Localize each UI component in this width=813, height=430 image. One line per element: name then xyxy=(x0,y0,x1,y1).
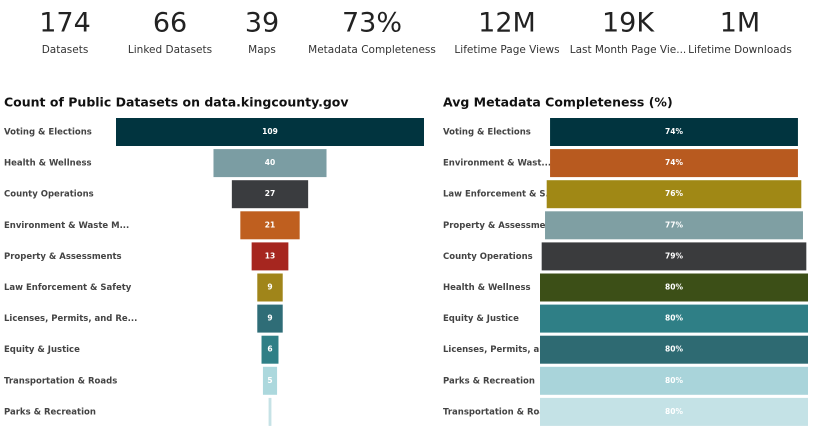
value-label: 80% xyxy=(665,345,683,354)
kpi-value: 174 xyxy=(39,8,91,39)
funnel-bar xyxy=(257,304,283,333)
kpi-label: Metadata Completeness xyxy=(308,44,436,56)
value-label: 74% xyxy=(665,158,683,167)
kpi-value: 12M xyxy=(478,8,536,39)
value-label: 80% xyxy=(665,314,683,323)
value-label: 27 xyxy=(265,189,275,198)
value-label: 6 xyxy=(267,345,272,354)
value-label: 74% xyxy=(665,127,683,136)
funnel-bar xyxy=(541,242,807,271)
funnel-bar xyxy=(546,180,802,209)
kpi-label: Lifetime Downloads xyxy=(688,44,792,56)
category-label: Property & Assessments xyxy=(4,252,122,262)
category-label: Property & Assessme... xyxy=(443,221,555,231)
funnel-bar xyxy=(262,366,278,395)
value-label: 80% xyxy=(665,376,683,385)
value-label: 76% xyxy=(665,189,683,198)
kpi-value: 19K xyxy=(602,8,655,39)
category-label: Transportation & Roa... xyxy=(443,407,555,417)
funnel-bar xyxy=(540,335,808,364)
value-label: 79% xyxy=(665,251,683,260)
kpi-label: Lifetime Page Views xyxy=(454,44,559,56)
value-label: 9 xyxy=(267,283,272,292)
value-label: 40 xyxy=(265,158,275,167)
funnel-bar xyxy=(540,397,808,426)
kpi-label: Linked Datasets xyxy=(128,44,212,56)
category-label: County Operations xyxy=(443,252,533,262)
funnel-bar xyxy=(257,273,283,302)
value-label: 13 xyxy=(265,251,275,260)
kpi-label: Datasets xyxy=(42,44,89,56)
kpi-label: Last Month Page Vie... xyxy=(570,44,687,56)
funnel-bar xyxy=(251,242,289,271)
kpi-label: Maps xyxy=(248,44,276,56)
value-label: 1 xyxy=(277,407,282,416)
value-label: 109 xyxy=(262,127,278,136)
category-label: Voting & Elections xyxy=(4,128,92,138)
value-label: 9 xyxy=(267,314,272,323)
category-label: Licenses, Permits, and Re... xyxy=(4,314,137,324)
category-label: Equity & Justice xyxy=(443,314,519,324)
funnel-bar xyxy=(545,211,803,240)
kpi-value: 39 xyxy=(245,8,279,39)
funnel-bar xyxy=(261,335,279,364)
funnel-bar xyxy=(550,118,798,146)
funnel-bar xyxy=(268,397,272,426)
value-label: 5 xyxy=(267,376,272,385)
category-label: Transportation & Roads xyxy=(4,376,117,386)
kpi-value: 73% xyxy=(342,8,402,39)
value-label: 80% xyxy=(665,283,683,292)
funnel-bar xyxy=(213,149,327,178)
kpi-value: 1M xyxy=(720,8,760,39)
funnel-bar xyxy=(231,180,309,209)
funnel-bar xyxy=(540,273,808,302)
category-label: Law Enforcement & Safety xyxy=(4,283,132,293)
kpi-value: 66 xyxy=(153,8,187,39)
category-label: Law Enforcement & S... xyxy=(443,190,555,200)
funnel-bar xyxy=(550,149,798,178)
category-label: Parks & Recreation xyxy=(443,376,535,386)
value-label: 21 xyxy=(265,220,275,229)
chart-title: Avg Metadata Completeness (%) xyxy=(443,95,673,110)
funnel-bar xyxy=(240,211,300,240)
category-label: Health & Wellness xyxy=(443,283,531,293)
category-label: Parks & Recreation xyxy=(4,407,96,417)
category-label: Environment & Waste M... xyxy=(4,221,129,231)
chart-title: Count of Public Datasets on data.kingcou… xyxy=(4,95,349,110)
category-label: Health & Wellness xyxy=(4,159,92,169)
value-label: 77% xyxy=(665,220,683,229)
category-label: Voting & Elections xyxy=(443,128,531,138)
category-label: Licenses, Permits, and... xyxy=(443,345,561,355)
funnel-bar xyxy=(116,118,424,146)
category-label: County Operations xyxy=(4,190,94,200)
category-label: Equity & Justice xyxy=(4,345,80,355)
funnel-bar xyxy=(540,304,808,333)
funnel-bar xyxy=(540,366,808,395)
value-label: 80% xyxy=(665,407,683,416)
category-label: Environment & Wast... xyxy=(443,159,551,169)
